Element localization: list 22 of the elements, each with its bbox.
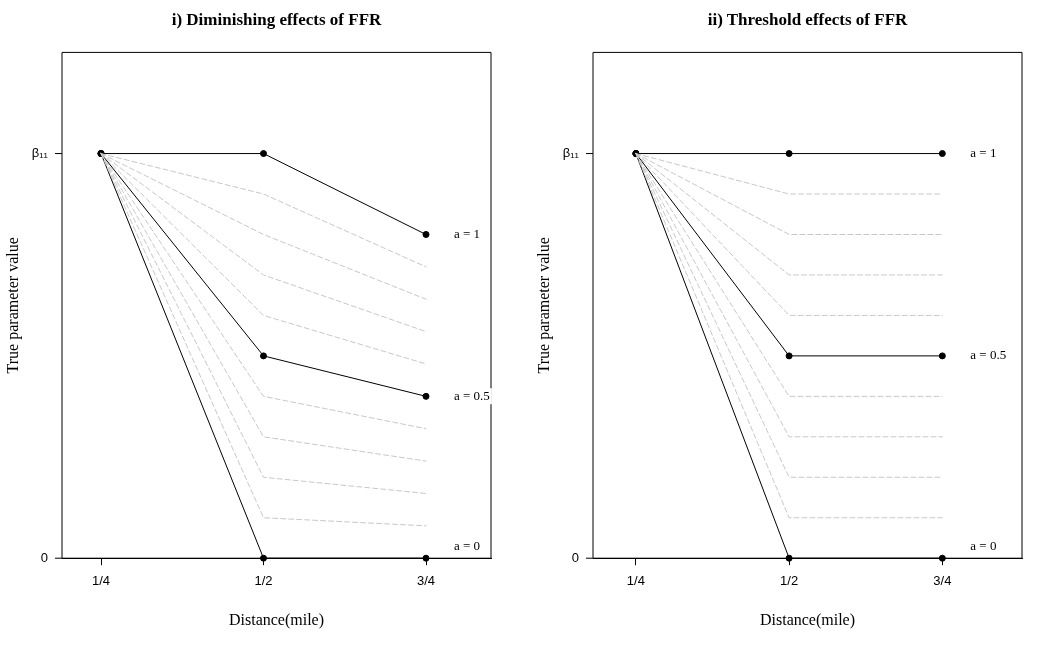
- x-tick-label: 3/4: [416, 572, 436, 588]
- text: 0: [40, 549, 48, 565]
- x-tick-label: 3/4: [933, 572, 952, 588]
- series-label: a = 0.5: [970, 347, 1007, 363]
- x-axis-title: Distance(mile): [228, 610, 325, 629]
- x-tick-label: 1/2: [254, 572, 273, 588]
- x-tick-label: 1/4: [626, 572, 645, 588]
- series-label: a = 0: [970, 537, 997, 553]
- series-label: a = 0.5: [454, 387, 490, 403]
- x-tick-label: 1/2: [780, 572, 799, 588]
- chart-title: i) Diminishing effects of FFR: [171, 9, 383, 29]
- y-axis-title: True parameter value: [4, 237, 23, 374]
- text: β₁₁: [31, 145, 49, 161]
- series-label: a = 0: [454, 537, 481, 553]
- series-label: a = 1: [970, 144, 997, 160]
- chart-title: ii) Threshold effects of FFR: [707, 9, 908, 29]
- text: 0: [571, 549, 579, 565]
- y-axis-title: True parameter value: [535, 237, 554, 374]
- text: β₁₁: [562, 145, 580, 161]
- x-tick-label: 1/4: [91, 572, 111, 588]
- series-label: a = 1: [454, 225, 481, 241]
- x-axis-title: Distance(mile): [759, 610, 856, 629]
